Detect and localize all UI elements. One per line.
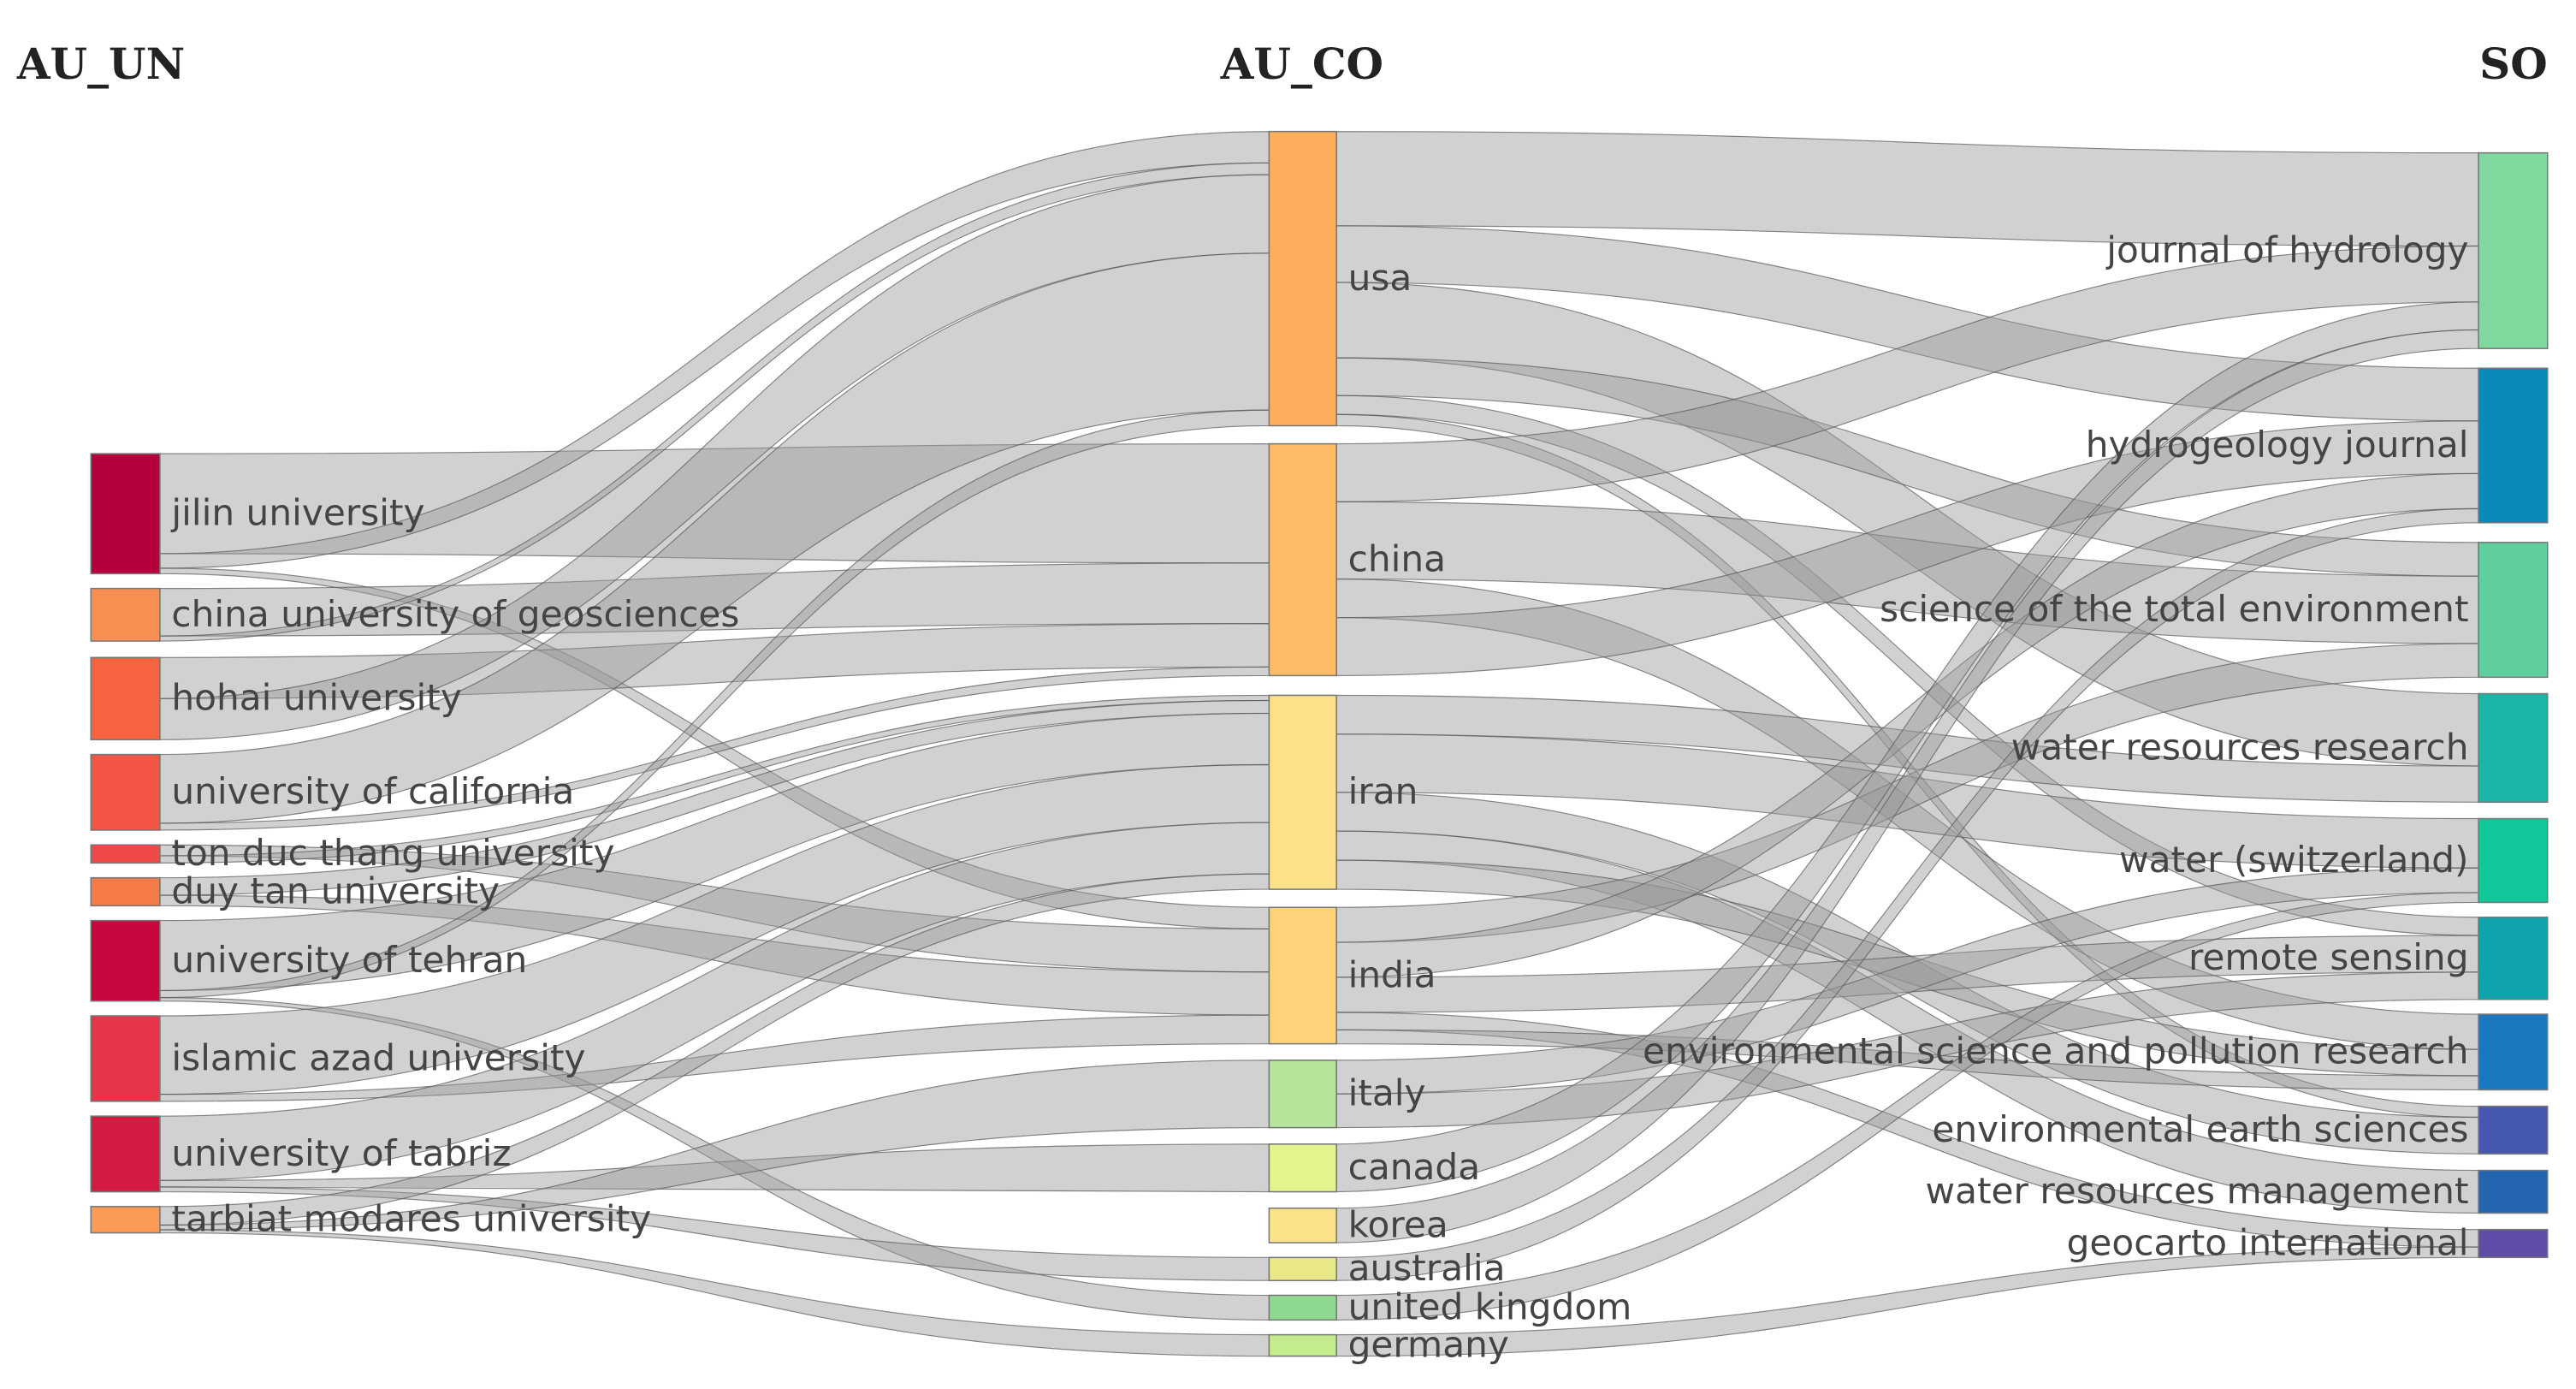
node-label: environmental science and pollution rese… [1643, 1030, 2469, 1072]
node [2478, 692, 2549, 804]
column-title: AU_CO [1220, 39, 1383, 89]
node-label: water resources management [1926, 1170, 2469, 1212]
node-label: italy [1348, 1072, 1426, 1114]
node [90, 1115, 161, 1193]
node-label: china university of geosciences [171, 593, 739, 635]
node-label: hohai university [171, 677, 461, 719]
node-label: jilin university [170, 492, 424, 534]
node [90, 876, 161, 907]
node-label: university of tehran [171, 939, 527, 981]
node [90, 1015, 161, 1102]
node-label: ton duc thang university [171, 832, 614, 874]
node [2478, 151, 2549, 349]
node [2478, 1105, 2549, 1155]
node-label: germany [1348, 1324, 1509, 1366]
node-label: university of california [171, 770, 574, 812]
node-label: india [1348, 953, 1436, 995]
node [90, 1206, 161, 1234]
node [2478, 542, 2549, 679]
node [90, 587, 161, 642]
node-label: united kingdom [1348, 1285, 1632, 1327]
node-label: iran [1348, 770, 1418, 812]
node [2478, 367, 2549, 524]
node-label: islamic azad university [171, 1036, 585, 1078]
node-label: water (switzerland) [2119, 839, 2468, 881]
node-label: canada [1348, 1146, 1481, 1188]
flow [1335, 1246, 2479, 1357]
node [1268, 1143, 1337, 1193]
node [90, 919, 161, 1002]
node-label: environmental earth sciences [1932, 1108, 2468, 1150]
node-label: journal of hydrology [2105, 229, 2468, 270]
node [1268, 442, 1337, 677]
node [2478, 1013, 2549, 1091]
node-label: hydrogeology journal [2086, 424, 2469, 466]
node-label: science of the total environment [1880, 588, 2468, 630]
node [1268, 1207, 1337, 1244]
node [1268, 694, 1337, 890]
node [2478, 817, 2549, 904]
column-title: SO [2479, 39, 2548, 89]
node-label: korea [1348, 1203, 1448, 1245]
node-label: china [1348, 537, 1446, 579]
node-label: remote sensing [2188, 936, 2469, 978]
column-title: AU_UN [16, 39, 185, 89]
flows [159, 131, 2479, 1357]
node [1268, 1294, 1337, 1321]
node-label: tarbiat modares university [171, 1198, 651, 1240]
node-label: university of tabriz [171, 1132, 511, 1174]
node-label: usa [1348, 257, 1412, 299]
node [1268, 906, 1337, 1045]
node-label: geocarto international [2067, 1221, 2469, 1263]
node [90, 844, 161, 864]
node [1268, 1060, 1337, 1129]
node [2478, 916, 2549, 1000]
node-label: water resources research [2011, 726, 2469, 768]
node [1268, 130, 1337, 427]
node [1268, 1333, 1337, 1357]
node [90, 753, 161, 831]
node-label: duy tan university [171, 870, 500, 911]
node [2478, 1169, 2549, 1214]
node [1268, 1256, 1337, 1282]
node [2478, 1228, 2549, 1259]
node [90, 453, 161, 575]
node [90, 656, 161, 741]
node-label: australia [1348, 1247, 1506, 1289]
